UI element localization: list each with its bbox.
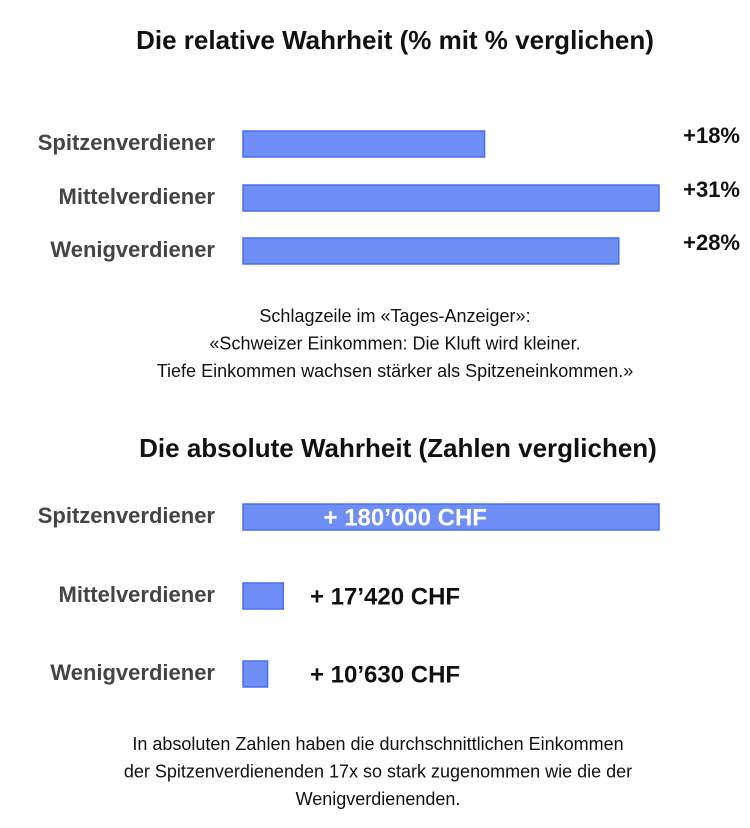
caption-line: der Spitzenverdienenden 17x so stark zug…	[124, 761, 632, 781]
bar	[242, 184, 660, 212]
bar	[242, 503, 660, 531]
caption-line: In absoluten Zahlen haben die durchschni…	[132, 734, 623, 754]
category-label: Spitzenverdiener	[38, 130, 216, 155]
caption-line: Schlagzeile im «Tages-Anzeiger»:	[259, 306, 530, 326]
bar	[242, 130, 486, 158]
category-label: Mittelverdiener	[59, 184, 216, 209]
value-label: +28%	[683, 230, 740, 255]
value-label: +18%	[683, 123, 740, 148]
chart-title: Die relative Wahrheit (% mit % vergliche…	[136, 25, 654, 55]
caption-line: «Schweizer Einkommen: Die Kluft wird kle…	[209, 333, 580, 353]
value-label: + 17’420 CHF	[310, 583, 460, 610]
value-label: + 180’000 CHF	[324, 504, 487, 531]
value-label: +31%	[683, 177, 740, 202]
category-label: Wenigverdiener	[50, 237, 215, 262]
bar	[242, 237, 620, 265]
caption-line: Wenigverdienenden.	[296, 789, 461, 809]
bar	[242, 582, 285, 610]
bar	[242, 660, 269, 688]
value-label: + 10’630 CHF	[310, 661, 460, 688]
chart-title: Die absolute Wahrheit (Zahlen verglichen…	[139, 433, 657, 463]
category-label: Wenigverdiener	[50, 660, 215, 685]
category-label: Mittelverdiener	[59, 582, 216, 607]
category-label: Spitzenverdiener	[38, 503, 216, 528]
caption-line: Tiefe Einkommen wachsen stärker als Spit…	[157, 361, 634, 381]
